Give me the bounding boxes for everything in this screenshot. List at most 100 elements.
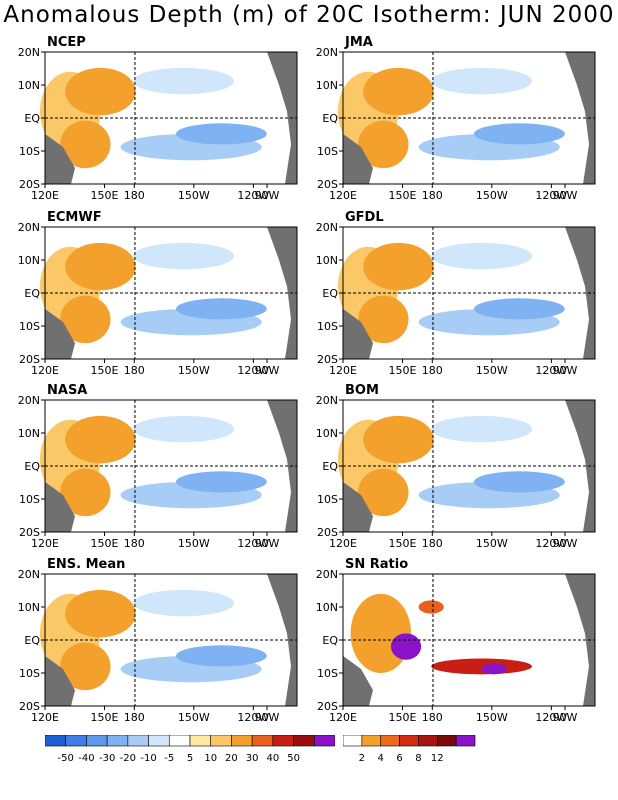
lat-tick-label: 10N	[316, 254, 338, 267]
lat-tick-label: 10S	[317, 320, 338, 333]
panel-title: NASA	[47, 383, 87, 398]
anomaly-field	[337, 67, 565, 169]
colorbar-swatch	[455, 734, 476, 747]
lat-tick-label: 10N	[18, 79, 40, 92]
panel-title: GFDL	[345, 210, 384, 225]
lon-tick-label: 180	[124, 189, 145, 202]
lat-tick-label: EQ	[322, 634, 338, 647]
colorbar-label: 6	[396, 753, 402, 764]
lat-tick-label: 20S	[317, 353, 338, 366]
lon-tick-label: 120W	[237, 189, 269, 202]
lat-tick-label: 10N	[316, 601, 338, 614]
lon-tick-label: 150E	[91, 537, 119, 550]
lon-tick-label: 120E	[329, 189, 357, 202]
colorbar-label: 20	[225, 753, 238, 764]
lat-tick-label: 20S	[19, 178, 40, 191]
colorbar-label: -50	[58, 753, 74, 764]
colorbar-swatch	[361, 734, 382, 747]
lat-tick-label: 20S	[317, 526, 338, 539]
lon-tick-label: 90W	[255, 537, 280, 550]
anomaly-field	[350, 593, 532, 675]
lat-tick-label: 20S	[19, 353, 40, 366]
lat-tick-label: 10S	[317, 145, 338, 158]
lat-tick-label: 20N	[316, 568, 338, 581]
colorbar-swatch	[251, 734, 274, 747]
lat-tick-label: 20N	[18, 394, 40, 407]
lon-tick-label: 90W	[553, 537, 578, 550]
colorbar-label: -30	[99, 753, 115, 764]
depth-colorbar-graphic: -50 -40 -30 -20 -10 -5 5 10 20 30 40 50	[44, 734, 336, 764]
lat-tick-label: 20S	[19, 700, 40, 713]
lon-tick-label: 180	[422, 364, 443, 377]
lat-tick-label: EQ	[322, 287, 338, 300]
land-mask	[343, 574, 595, 706]
colorbar-swatch	[210, 734, 232, 747]
lon-tick-label: 120E	[31, 711, 59, 724]
colorbar-swatch	[106, 734, 129, 747]
lon-tick-label: 90W	[255, 711, 280, 724]
lon-tick-label: 90W	[553, 711, 578, 724]
colorbar-swatch	[86, 734, 108, 747]
panel-title: ECMWF	[47, 210, 102, 225]
lat-tick-label: 20S	[317, 178, 338, 191]
panel-ecmwf: ECMWF 20N 10N EQ 10S 20S 120E 150E 180 150W 120W 90…	[0, 207, 300, 377]
lat-tick-label: EQ	[24, 112, 40, 125]
lat-tick-label: 20S	[19, 526, 40, 539]
colorbar-label: 8	[415, 753, 421, 764]
lon-tick-label: 150W	[178, 364, 210, 377]
lat-tick-label: EQ	[24, 460, 40, 473]
lon-tick-label: 150E	[91, 364, 119, 377]
lat-tick-label: EQ	[24, 634, 40, 647]
panel-bom: BOM 20N 10N EQ 10S 20S 120E 150E 180 150W 120W 90W	[298, 380, 598, 550]
anomaly-field	[39, 242, 267, 344]
colorbar-swatch	[342, 734, 363, 747]
lat-tick-label: 20S	[317, 700, 338, 713]
lat-tick-label: 10S	[19, 320, 40, 333]
lat-tick-label: 10N	[18, 254, 40, 267]
lon-tick-label: 180	[124, 537, 145, 550]
lon-tick-label: 120E	[31, 364, 59, 377]
lon-tick-label: 120E	[31, 189, 59, 202]
land-mask	[45, 574, 297, 706]
colorbar-swatch	[231, 734, 253, 747]
colorbar-swatch	[44, 734, 67, 747]
lat-tick-label: 20N	[18, 568, 40, 581]
lat-tick-label: 10N	[316, 427, 338, 440]
colorbar-label: 50	[287, 753, 300, 764]
lon-tick-label: 150W	[476, 537, 508, 550]
colorbar-swatch	[65, 734, 87, 747]
colorbar-swatch	[418, 734, 438, 747]
lon-tick-label: 180	[422, 537, 443, 550]
colorbar-label: 5	[187, 753, 193, 764]
lon-tick-label: 180	[422, 189, 443, 202]
land-mask	[45, 52, 297, 184]
lon-tick-label: 120E	[329, 711, 357, 724]
land-mask	[343, 400, 595, 532]
lon-tick-label: 150W	[178, 711, 210, 724]
lon-tick-label: 180	[422, 711, 443, 724]
lon-tick-label: 150E	[91, 189, 119, 202]
colorbar-swatch	[313, 734, 336, 747]
sn-colorbar-graphic: 2 4 6 8 12	[342, 734, 476, 764]
lat-tick-label: 20N	[316, 46, 338, 59]
colorbar-swatch	[293, 734, 315, 747]
colorbar-swatch	[127, 734, 149, 747]
colorbar-swatch	[148, 734, 170, 747]
lon-tick-label: 180	[124, 711, 145, 724]
land-mask	[45, 227, 297, 359]
lon-tick-label: 120E	[31, 537, 59, 550]
panel-title: NCEP	[47, 35, 86, 50]
lon-tick-label: 120W	[237, 537, 269, 550]
lon-tick-label: 120E	[329, 537, 357, 550]
panel-title: SN Ratio	[345, 557, 408, 572]
colorbar-label: -5	[164, 753, 174, 764]
colorbar-swatch	[399, 734, 419, 747]
lat-tick-label: 10S	[317, 667, 338, 680]
